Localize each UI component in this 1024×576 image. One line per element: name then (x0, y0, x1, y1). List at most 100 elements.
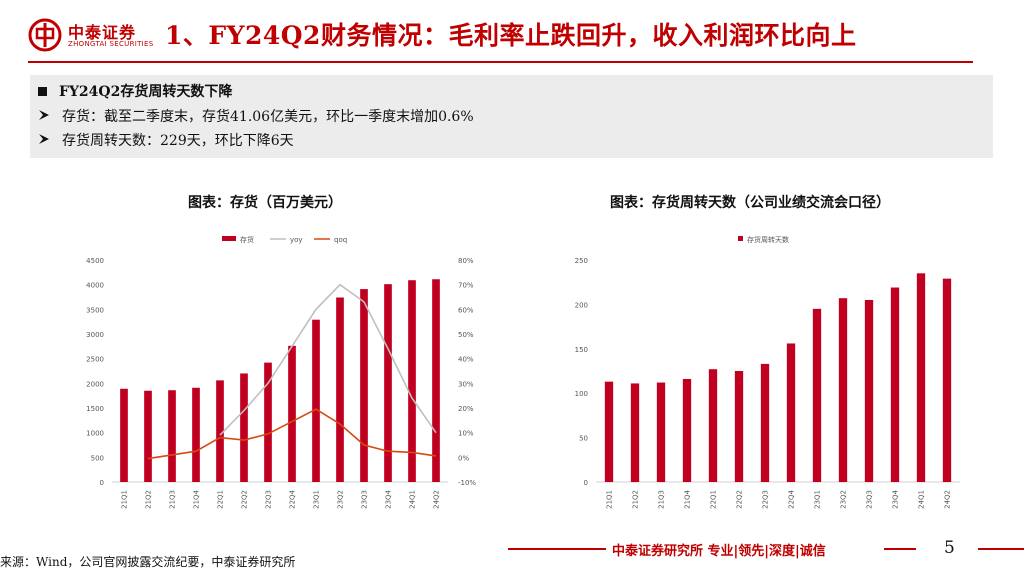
x-tick-label: 21Q4 (684, 489, 692, 508)
chart-title-turnover-days: 图表：存货周转天数（公司业绩交流会口径） (610, 195, 890, 211)
x-tick-label: 22Q1 (710, 490, 718, 509)
x-tick-label: 22Q4 (788, 489, 796, 508)
chart-legend: 存货 yoy qoq (222, 235, 347, 244)
bar-23q4 (384, 284, 392, 482)
x-tick-label: 23Q4 (892, 489, 900, 508)
y-right-tick-label: 80% (458, 257, 474, 265)
x-tick-label: 22Q3 (762, 490, 770, 509)
bar-24q1 (408, 280, 416, 482)
legend-swatch-turnover-days (738, 236, 743, 241)
y-right-tick-label: 30% (458, 380, 474, 388)
arrow-bullet-icon (38, 109, 52, 125)
y-right-tick-label: 60% (458, 306, 474, 314)
bar-23q1 (312, 319, 320, 482)
y-tick-label: 250 (575, 257, 588, 265)
bar-23q1 (812, 308, 822, 482)
title-divider (28, 61, 973, 63)
y-tick-label: 4500 (86, 257, 104, 265)
x-tick-label: 22Q2 (736, 490, 744, 509)
bar-21q3 (656, 382, 666, 482)
legend-label-inventory: 存货 (240, 235, 254, 244)
x-tick-label: 21Q2 (632, 490, 640, 509)
inventory-chart: 存货 yoy qoq 0 500 1000 1500 2000 2500 3000 3500 4… (86, 235, 476, 509)
summary-heading: FY24Q2存货周转天数下降 (59, 84, 233, 100)
page-number: 5 (944, 538, 955, 558)
bar-22q1 (708, 369, 718, 482)
y-tick-label: 2000 (86, 380, 104, 388)
page-title: 1、FY24Q2财务情况：毛利率止跌回升，收入利润环比向上 (165, 21, 857, 50)
bar-23q2 (838, 298, 848, 482)
x-tick-label: 24Q2 (944, 490, 952, 509)
summary-point-row: 存货周转天数：229天，环比下降6天 (38, 130, 294, 150)
y-right-tick-label: 20% (458, 405, 474, 413)
arrow-bullet-icon (38, 133, 52, 149)
x-tick-label: 21Q3 (169, 490, 177, 509)
x-tick-label: 23Q3 (361, 490, 369, 509)
y-right-tick-label: -10% (458, 479, 476, 487)
y-right-tick-label: 50% (458, 331, 474, 339)
line-series-yoy (219, 283, 437, 436)
bar-21q3 (168, 390, 176, 482)
bar-22q3 (264, 362, 272, 482)
y-tick-label: 2500 (86, 356, 104, 364)
y-tick-label: 0 (100, 479, 104, 487)
x-tick-label: 21Q1 (121, 490, 129, 509)
bar-21q4 (682, 378, 692, 482)
square-bullet-icon (38, 87, 47, 96)
x-tick-label: 22Q2 (241, 490, 249, 509)
bar-24q2 (432, 279, 440, 482)
bar-22q4 (786, 343, 796, 482)
bar-21q4 (192, 387, 200, 482)
y-tick-label: 4000 (86, 282, 104, 290)
bar-22q2 (734, 371, 744, 482)
y-tick-label: 150 (575, 346, 588, 354)
x-tick-label: 21Q3 (658, 490, 666, 509)
footer-slogan: 中泰证券研究所 专业|领先|深度|诚信 (612, 544, 826, 559)
y-tick-label: 1000 (86, 430, 104, 438)
bar-24q1 (916, 273, 926, 482)
y-right-tick-label: 40% (458, 356, 474, 364)
x-tick-label: 21Q4 (193, 489, 201, 508)
y-tick-label: 3000 (86, 331, 104, 339)
chart-title-inventory: 图表：存货（百万美元） (188, 195, 342, 211)
bar-23q2 (336, 297, 344, 482)
x-tick-label: 23Q3 (866, 490, 874, 509)
footer-divider (978, 548, 1024, 550)
y-tick-label: 0 (584, 479, 588, 487)
bar-22q3 (760, 363, 770, 482)
x-tick-label: 22Q4 (289, 489, 297, 508)
legend-swatch-inventory (222, 236, 236, 241)
y-tick-label: 50 (579, 435, 588, 443)
line-series-qoq (147, 408, 437, 460)
logo-mark-icon (28, 18, 62, 52)
source-note: 来源：Wind，公司官网披露交流纪要，中泰证券研究所 (0, 555, 296, 569)
x-tick-label: 23Q4 (385, 489, 393, 508)
bar-22q4 (288, 345, 296, 482)
y-right-tick-label: 10% (458, 430, 474, 438)
bar-21q2 (630, 383, 640, 482)
company-logo: 中泰证券 ZHONGTAI SECURITIES (28, 18, 188, 54)
bar-21q1 (604, 381, 614, 482)
bar-21q1 (120, 388, 128, 482)
bar-23q4 (890, 287, 900, 482)
summary-point: 存货周转天数：229天，环比下降6天 (62, 133, 294, 149)
legend-label-yoy: yoy (290, 236, 303, 244)
x-tick-label: 21Q2 (145, 490, 153, 509)
x-tick-label: 23Q1 (814, 490, 822, 509)
bar-21q2 (144, 390, 152, 482)
x-tick-label: 22Q3 (265, 490, 273, 509)
y-right-tick-label: 70% (458, 282, 474, 290)
y-tick-label: 100 (575, 390, 588, 398)
bar-23q3 (360, 289, 368, 482)
y-tick-label: 3500 (86, 306, 104, 314)
summary-point: 存货：截至二季度末，存货41.06亿美元，环比一季度末增加0.6% (62, 109, 474, 125)
footer-divider (508, 548, 606, 550)
y-tick-label: 500 (91, 454, 104, 462)
summary-heading-row: FY24Q2存货周转天数下降 (38, 81, 232, 101)
y-tick-label: 200 (575, 301, 588, 309)
logo-text-cn: 中泰证券 (68, 23, 137, 42)
summary-box: FY24Q2存货周转天数下降 存货：截至二季度末，存货41.06亿美元，环比一季… (30, 75, 993, 158)
legend-label-qoq: qoq (334, 236, 347, 244)
y-right-tick-label: 0% (458, 454, 469, 462)
bar-24q2 (942, 278, 952, 482)
